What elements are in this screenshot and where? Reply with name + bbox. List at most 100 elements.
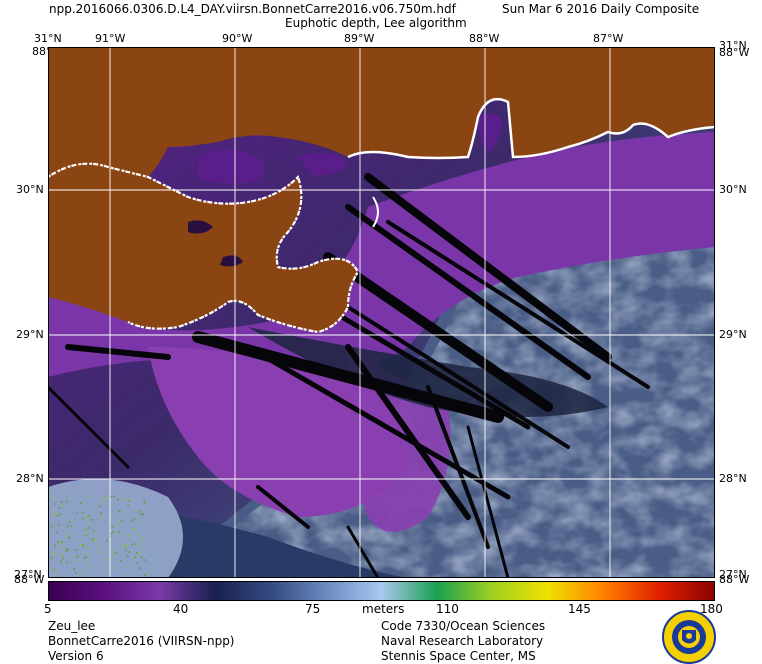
green-speck bbox=[88, 514, 91, 517]
green-speck bbox=[62, 554, 64, 557]
lon-label-87w: 87°W bbox=[593, 32, 624, 45]
green-speck bbox=[111, 526, 113, 528]
green-speck bbox=[79, 572, 81, 575]
green-speck bbox=[105, 558, 107, 560]
green-speck bbox=[116, 522, 118, 524]
green-speck bbox=[121, 545, 124, 547]
green-speck bbox=[82, 517, 85, 520]
green-speck bbox=[68, 533, 71, 535]
green-speck bbox=[60, 501, 63, 503]
green-speck bbox=[66, 561, 68, 564]
footer-version: Version 6 bbox=[48, 649, 104, 663]
green-speck bbox=[89, 523, 92, 526]
green-speck bbox=[138, 553, 140, 555]
lon-label-90w: 90°W bbox=[222, 32, 253, 45]
green-speck bbox=[100, 500, 102, 503]
green-speck bbox=[142, 513, 144, 516]
lat-label-29n-left: 29°N bbox=[16, 328, 44, 341]
green-speck bbox=[83, 557, 86, 559]
green-speck bbox=[132, 528, 135, 531]
product-title: Euphotic depth, Lee algorithm bbox=[285, 16, 467, 30]
green-speck bbox=[86, 533, 89, 535]
green-speck bbox=[75, 549, 78, 551]
green-speck bbox=[126, 543, 128, 546]
green-speck bbox=[55, 553, 57, 556]
colorbar-tick-110: 110 bbox=[436, 602, 459, 616]
green-speck bbox=[120, 497, 123, 500]
green-speck bbox=[60, 560, 62, 563]
lon-label-88w: 88°W bbox=[469, 32, 500, 45]
green-speck bbox=[84, 535, 87, 537]
green-speck bbox=[82, 544, 84, 547]
lon-label-89w: 89°W bbox=[344, 32, 375, 45]
land-louisiana bbox=[48, 163, 358, 332]
green-speck bbox=[75, 571, 77, 574]
green-speck bbox=[134, 556, 136, 558]
green-speck bbox=[62, 557, 65, 559]
corner-lat-bottom-left: 27°N bbox=[14, 568, 42, 581]
colorbar-tick-5: 5 bbox=[44, 602, 52, 616]
green-speck bbox=[124, 546, 126, 548]
green-speck bbox=[53, 511, 56, 514]
green-speck bbox=[104, 497, 107, 500]
footer-location-line: Stennis Space Center, MS bbox=[381, 649, 536, 663]
green-speck bbox=[120, 519, 123, 522]
coastline-louisiana bbox=[48, 162, 360, 334]
green-speck bbox=[51, 525, 53, 528]
green-speck bbox=[85, 556, 88, 558]
green-speck bbox=[80, 544, 82, 546]
lon-label-91w: 91°W bbox=[95, 32, 126, 45]
green-speck bbox=[141, 540, 143, 542]
lake-pontchartrain bbox=[198, 149, 265, 184]
colorbar-unit: meters bbox=[362, 602, 405, 616]
green-speck bbox=[58, 507, 61, 509]
green-speck bbox=[127, 500, 130, 502]
green-speck bbox=[71, 525, 73, 527]
colorbar-tick-180: 180 bbox=[700, 602, 723, 616]
green-speck bbox=[107, 548, 109, 551]
green-speck bbox=[131, 519, 134, 522]
green-speck bbox=[76, 556, 79, 558]
lat-label-30n-left: 30°N bbox=[16, 183, 44, 196]
green-speck bbox=[88, 564, 91, 566]
green-speck bbox=[117, 498, 119, 501]
green-speck bbox=[87, 527, 90, 529]
green-speck bbox=[68, 537, 70, 539]
green-speck bbox=[133, 518, 136, 520]
nearshore-purple bbox=[48, 132, 715, 377]
green-speck bbox=[83, 561, 86, 563]
green-speck bbox=[121, 511, 124, 513]
lat-label-28n-right: 28°N bbox=[719, 472, 747, 485]
green-speck bbox=[86, 546, 88, 549]
green-speck bbox=[84, 529, 86, 532]
green-speck bbox=[136, 562, 139, 564]
green-speck bbox=[108, 505, 111, 508]
green-speck bbox=[64, 535, 66, 538]
corner-lon-bottom-right: 88°W bbox=[719, 573, 750, 586]
green-speck bbox=[138, 567, 141, 569]
green-speck bbox=[59, 513, 62, 515]
lat-label-28n-left: 28°N bbox=[16, 472, 44, 485]
green-speck bbox=[118, 531, 121, 534]
lat-label-29n-right: 29°N bbox=[719, 328, 747, 341]
green-speck bbox=[112, 495, 115, 498]
green-speck bbox=[87, 552, 89, 555]
green-speck bbox=[128, 551, 131, 553]
green-speck bbox=[144, 559, 146, 561]
corner-lon-bottom-left: 88°W bbox=[14, 573, 45, 586]
colorbar-frame bbox=[48, 581, 715, 601]
green-speck bbox=[54, 503, 56, 505]
green-speck bbox=[120, 560, 122, 562]
green-speck bbox=[84, 516, 87, 518]
colorbar bbox=[48, 581, 715, 601]
green-speck bbox=[140, 513, 143, 515]
green-speck bbox=[57, 524, 60, 526]
green-speck bbox=[54, 544, 56, 547]
green-speck bbox=[135, 552, 138, 554]
green-speck bbox=[95, 539, 97, 541]
green-speck bbox=[138, 511, 140, 513]
green-speck bbox=[73, 568, 75, 570]
colorbar-tick-40: 40 bbox=[173, 602, 189, 616]
land-north bbox=[48, 47, 715, 177]
green-speck bbox=[126, 555, 129, 557]
